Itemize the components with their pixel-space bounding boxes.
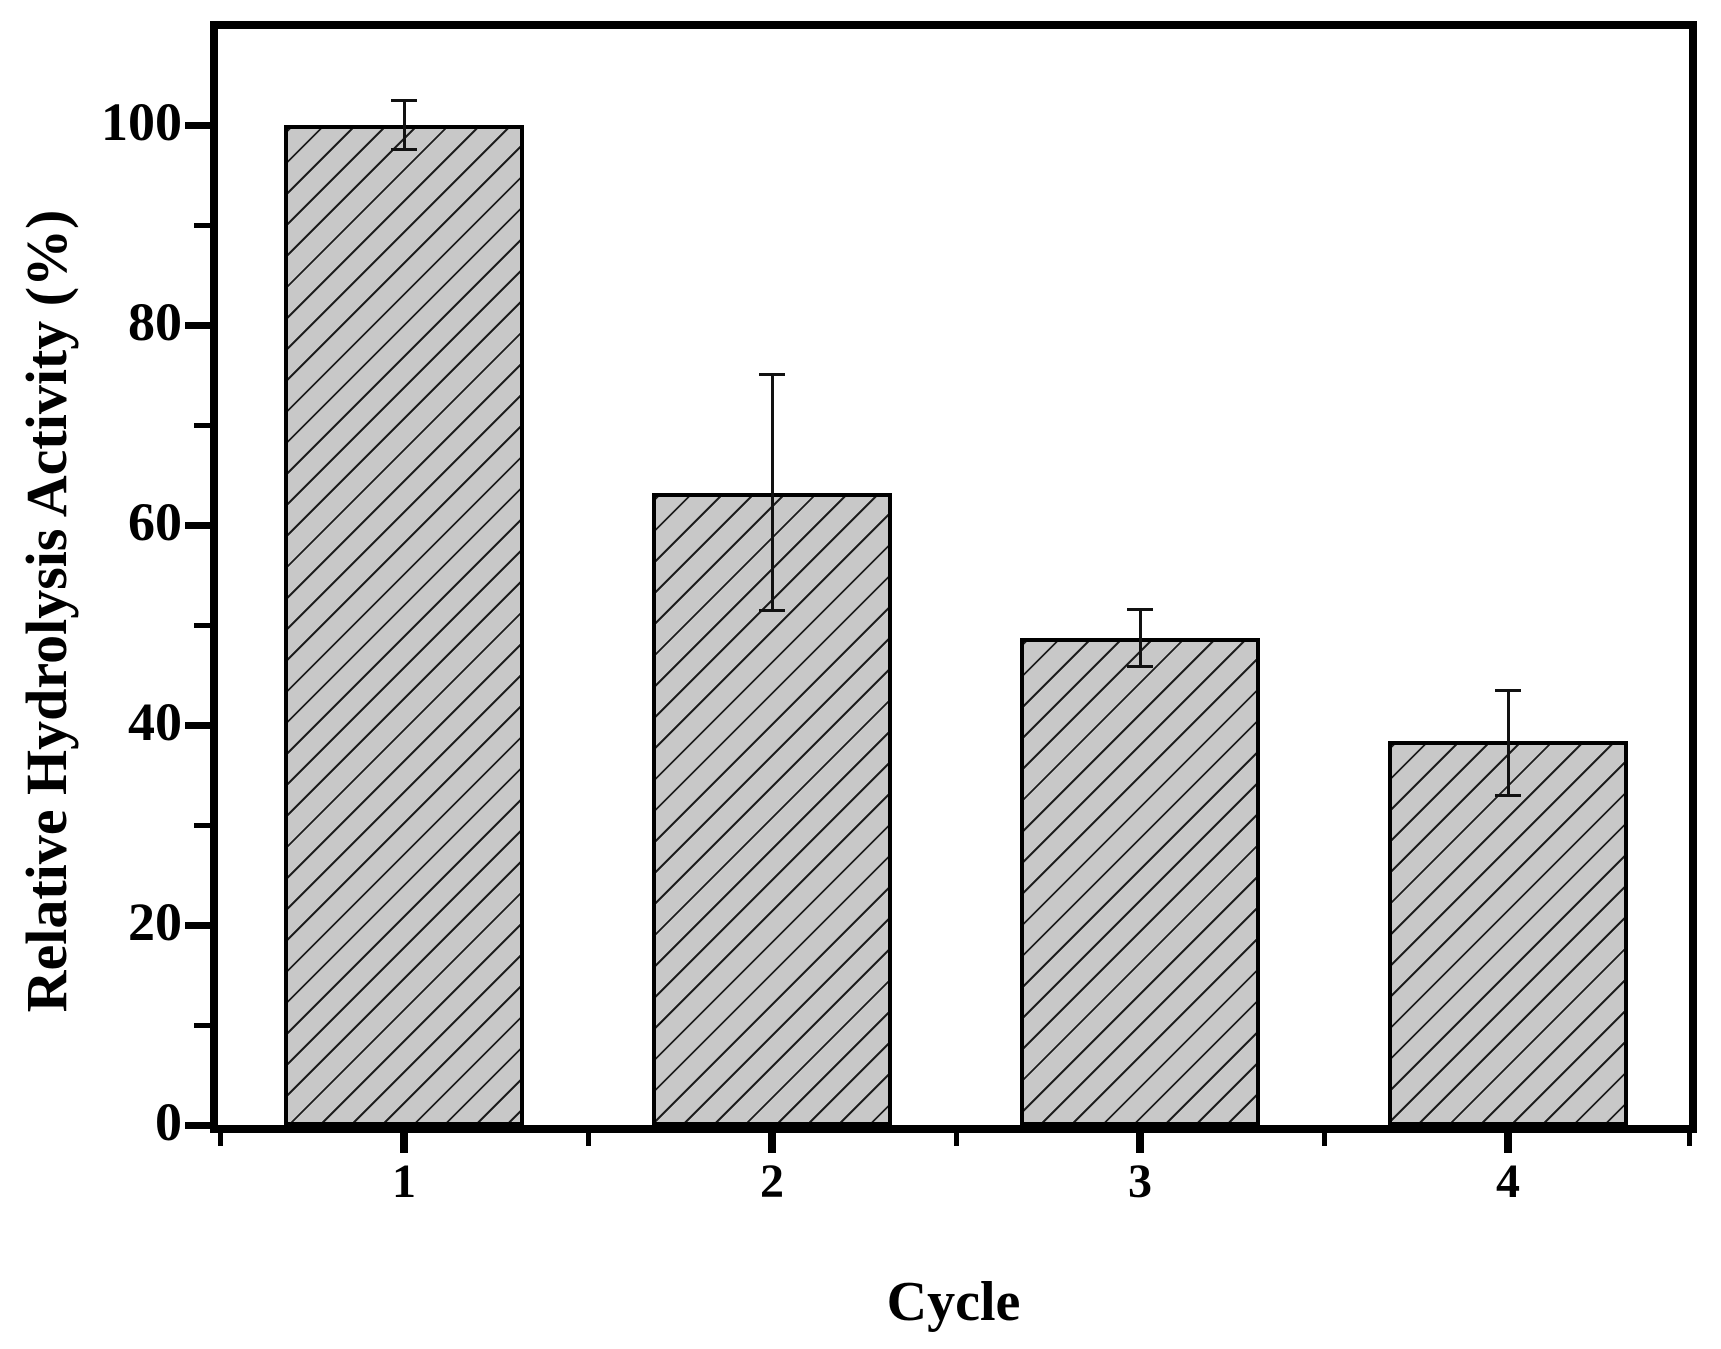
- y-major-tick-0: [185, 1121, 210, 1129]
- y-minor-tick-30: [194, 822, 210, 828]
- x-minor-tick-0.5: [217, 1133, 223, 1146]
- x-major-tick-2: [768, 1133, 776, 1153]
- error-bar-cycle-4: [1507, 690, 1510, 796]
- x-major-tick-1: [400, 1133, 408, 1153]
- error-cap-top-cycle-2: [759, 373, 785, 376]
- x-tick-label-3: 3: [1128, 1155, 1152, 1208]
- plot-area: [185, 21, 1697, 1153]
- error-cap-bottom-cycle-4: [1495, 794, 1521, 797]
- y-axis-title: Relative Hydrolysis Activity (%): [14, 209, 79, 1013]
- x-tick-label-2: 2: [760, 1155, 784, 1208]
- bar-cycle-3: [1020, 638, 1260, 1125]
- error-cap-top-cycle-1: [391, 99, 417, 102]
- y-minor-tick-10: [194, 1022, 210, 1028]
- y-major-tick-20: [185, 921, 210, 929]
- y-tick-label-0: 0: [155, 1092, 182, 1152]
- y-tick-label-40: 40: [128, 692, 182, 752]
- error-bar-cycle-1: [403, 100, 406, 150]
- error-bar-cycle-2: [771, 374, 774, 611]
- y-major-tick-100: [185, 121, 210, 129]
- x-major-tick-4: [1504, 1133, 1512, 1153]
- x-minor-tick-2.5: [953, 1133, 959, 1146]
- error-bar-cycle-3: [1139, 609, 1142, 667]
- y-major-tick-60: [185, 521, 210, 529]
- error-cap-bottom-cycle-3: [1127, 665, 1153, 668]
- x-axis-title: Cycle: [886, 1271, 1021, 1333]
- x-minor-tick-3.5: [1321, 1133, 1327, 1146]
- y-minor-tick-70: [194, 422, 210, 428]
- x-major-tick-3: [1136, 1133, 1144, 1153]
- error-cap-bottom-cycle-2: [759, 609, 785, 612]
- x-tick-label-1: 1: [392, 1155, 416, 1208]
- bar-cycle-1: [284, 125, 524, 1125]
- error-cap-top-cycle-4: [1495, 689, 1521, 692]
- y-major-tick-40: [185, 721, 210, 729]
- y-tick-label-20: 20: [128, 892, 182, 952]
- error-cap-top-cycle-3: [1127, 608, 1153, 611]
- error-cap-bottom-cycle-1: [391, 148, 417, 151]
- error-bars-layer: [218, 29, 1689, 1125]
- y-tick-label-100: 100: [101, 92, 182, 152]
- x-minor-tick-1.5: [585, 1133, 591, 1146]
- y-minor-tick-50: [194, 622, 210, 628]
- bars-layer: [218, 29, 1689, 1125]
- bar-cycle-4: [1388, 741, 1628, 1125]
- y-tick-label-80: 80: [128, 292, 182, 352]
- ticks-layer: [185, 29, 1692, 1153]
- y-tick-label-60: 60: [128, 492, 182, 552]
- y-major-tick-80: [185, 321, 210, 329]
- y-minor-tick-90: [194, 222, 210, 228]
- x-tick-label-4: 4: [1496, 1155, 1520, 1208]
- x-minor-tick-4.5: [1686, 1133, 1692, 1146]
